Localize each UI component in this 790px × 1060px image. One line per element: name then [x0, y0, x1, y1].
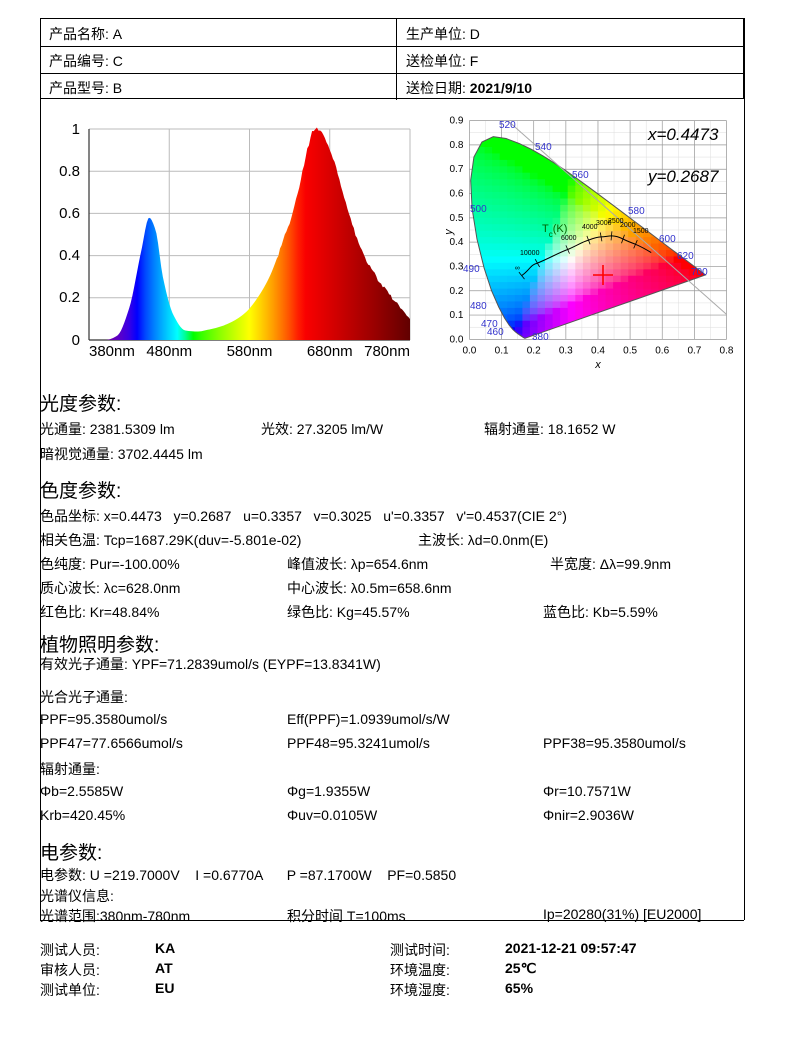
svg-text:0.1: 0.1	[495, 345, 509, 356]
svg-text:1500: 1500	[633, 228, 649, 235]
svg-text:0.2: 0.2	[527, 345, 541, 356]
svg-text:500: 500	[470, 204, 487, 215]
svg-text:0.4: 0.4	[449, 237, 463, 248]
svg-text:480: 480	[470, 301, 487, 312]
svg-text:520: 520	[499, 120, 516, 131]
svg-text:10000: 10000	[520, 250, 540, 257]
svg-text:0.6: 0.6	[449, 189, 463, 200]
svg-text:0.5: 0.5	[449, 213, 463, 224]
svg-text:460: 460	[487, 327, 504, 338]
svg-text:0.8: 0.8	[449, 140, 463, 151]
svg-text:0.2: 0.2	[449, 286, 463, 297]
svg-text:0.3: 0.3	[559, 345, 573, 356]
svg-text:600: 600	[659, 234, 676, 245]
svg-text:x=0.4473: x=0.4473	[647, 125, 719, 144]
svg-text:6000: 6000	[561, 235, 577, 242]
svg-text:0.1: 0.1	[449, 310, 463, 321]
svg-text:0.0: 0.0	[462, 345, 476, 356]
svg-text:0.7: 0.7	[687, 345, 701, 356]
svg-text:700: 700	[691, 267, 708, 278]
svg-text:∞: ∞	[515, 265, 520, 272]
svg-text:380: 380	[532, 332, 549, 343]
svg-text:y: y	[443, 228, 455, 236]
svg-text:580: 580	[628, 206, 645, 217]
svg-text:0.6: 0.6	[655, 345, 669, 356]
svg-text:0.8: 0.8	[720, 345, 734, 356]
svg-text:0.7: 0.7	[449, 164, 463, 175]
svg-text:540: 540	[535, 142, 552, 153]
svg-text:0.4: 0.4	[591, 345, 605, 356]
svg-text:620: 620	[677, 251, 694, 262]
svg-text:0.9: 0.9	[449, 116, 463, 127]
svg-text:560: 560	[572, 170, 589, 181]
svg-text:0.0: 0.0	[449, 334, 463, 345]
svg-text:0.5: 0.5	[623, 345, 637, 356]
svg-text:x: x	[594, 359, 601, 371]
svg-text:y=0.2687: y=0.2687	[647, 167, 719, 186]
svg-text:490: 490	[463, 264, 480, 275]
svg-text:0.3: 0.3	[449, 262, 463, 273]
